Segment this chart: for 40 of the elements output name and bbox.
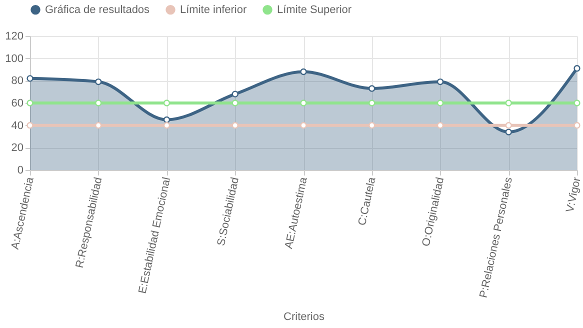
x-axis-title: Criterios — [284, 310, 325, 323]
point — [368, 122, 376, 129]
legend-label: Límite inferior — [180, 4, 247, 16]
point — [505, 122, 512, 129]
point — [95, 100, 102, 106]
y-tick-label: 20 — [11, 142, 24, 154]
point — [436, 100, 444, 106]
point — [232, 122, 238, 129]
point — [436, 78, 444, 86]
point — [574, 100, 580, 106]
point — [505, 128, 512, 136]
point — [505, 100, 512, 106]
point — [574, 122, 580, 129]
point — [368, 85, 376, 92]
point — [436, 122, 444, 129]
point — [232, 90, 238, 98]
point — [163, 116, 170, 124]
x-tick-label: V:Vigor — [564, 176, 583, 214]
point — [300, 100, 307, 106]
legend-label: Gráfica de resultados — [45, 4, 150, 16]
y-tick-label: 60 — [11, 98, 24, 110]
y-tick-label: 100 — [5, 52, 24, 65]
point — [26, 122, 34, 129]
point — [574, 65, 580, 72]
point — [95, 122, 102, 129]
point — [232, 100, 238, 106]
point — [26, 75, 34, 82]
y-tick-label: 0 — [17, 164, 24, 176]
x-tick-label: C:Cautela — [356, 175, 378, 227]
point — [368, 100, 376, 106]
point — [26, 100, 34, 106]
legend-label: Límite Superior — [277, 4, 352, 16]
point — [163, 100, 170, 106]
point — [300, 68, 307, 76]
point — [300, 122, 307, 129]
y-tick-label: 120 — [5, 30, 24, 42]
point — [95, 78, 102, 86]
y-tick-label: 80 — [11, 75, 24, 88]
y-tick-label: 40 — [11, 120, 24, 132]
point — [163, 122, 170, 129]
